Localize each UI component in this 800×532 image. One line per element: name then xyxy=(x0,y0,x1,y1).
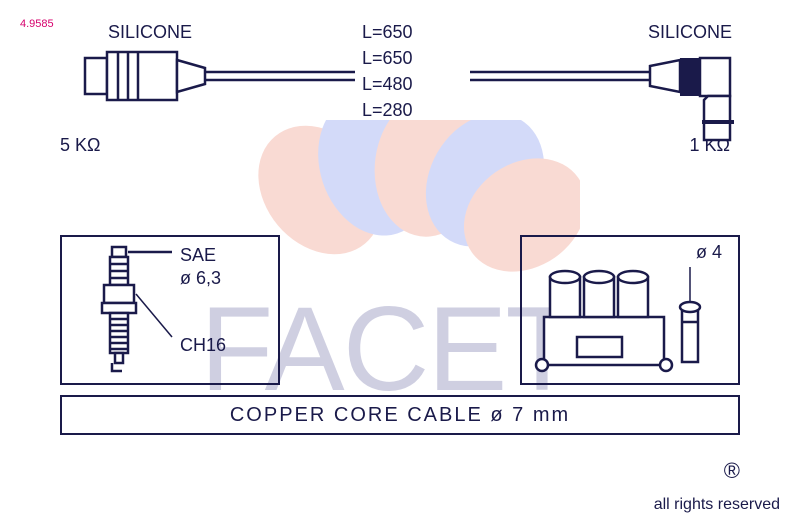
cable-diagram xyxy=(0,0,800,200)
coil-bolt-diameter: ø 4 xyxy=(696,242,722,263)
spark-plug-icon xyxy=(62,237,282,387)
spark-plug-standard: SAE xyxy=(180,245,216,266)
cable-spec-banner: COPPER CORE CABLE ø 7 mm xyxy=(60,395,740,435)
spark-plug-box xyxy=(60,235,280,385)
spark-plug-diameter: ø 6,3 xyxy=(180,268,221,289)
cable-spec-text: COPPER CORE CABLE ø 7 mm xyxy=(230,404,570,427)
spark-plug-hex: CH16 xyxy=(180,335,226,356)
registered-symbol: ® xyxy=(724,458,740,484)
rights-text: all rights reserved xyxy=(654,496,780,514)
